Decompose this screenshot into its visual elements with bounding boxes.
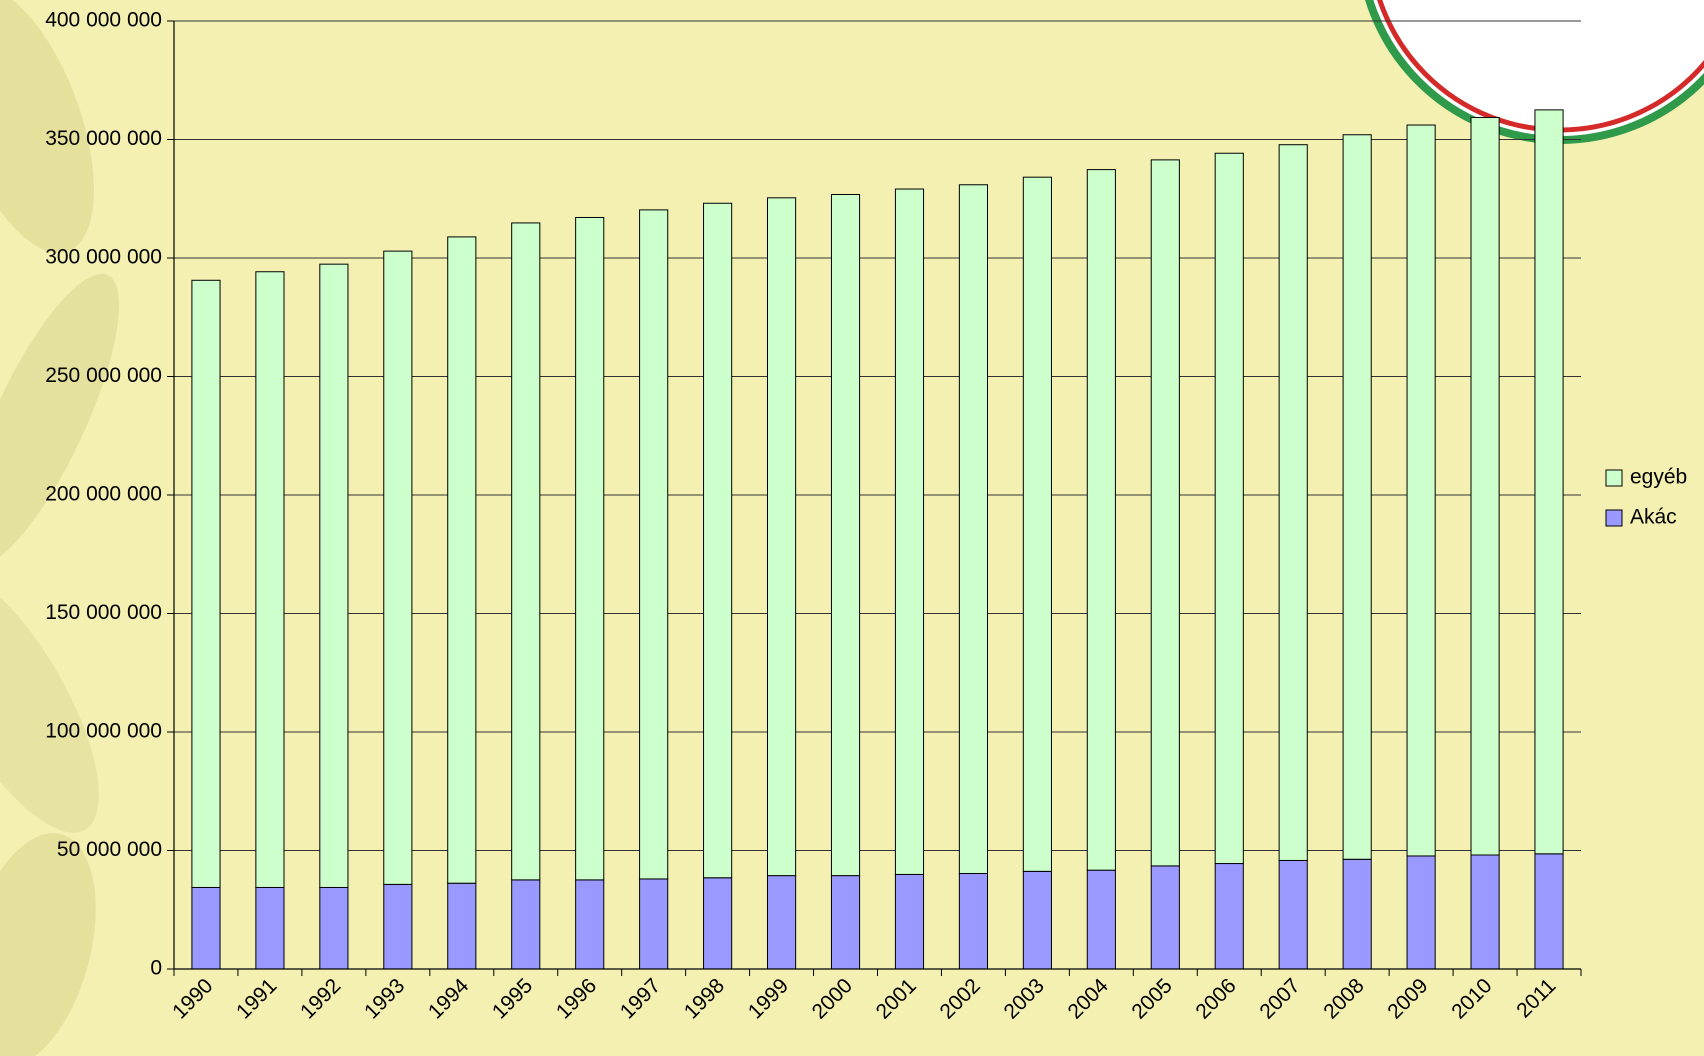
bar: [1406, 124, 1436, 857]
bar: [319, 263, 349, 888]
x-tick-label: 1997: [616, 974, 665, 1023]
x-tick-label: 1996: [552, 974, 601, 1023]
bar: [1086, 869, 1116, 970]
bar: [511, 222, 541, 881]
x-tick-label: 2001: [872, 974, 921, 1023]
x-tick-label: 2009: [1383, 974, 1432, 1023]
y-tick-label: 50 000 000: [57, 838, 162, 861]
x-tick-label: 2004: [1064, 974, 1114, 1024]
bar: [383, 883, 413, 970]
y-tick-label: 250 000 000: [45, 364, 162, 387]
x-tick-label: 1999: [744, 974, 793, 1023]
x-tick-label: 2003: [1000, 974, 1049, 1023]
bar: [958, 184, 989, 874]
bar: [1534, 853, 1564, 970]
bar: [703, 202, 733, 879]
bar: [766, 875, 797, 970]
bar: [447, 236, 477, 884]
y-tick-label: 100 000 000: [45, 720, 162, 743]
x-tick-label: 2000: [808, 974, 857, 1023]
bar: [1278, 144, 1308, 861]
x-tick-label: 2007: [1255, 974, 1304, 1023]
y-tick-label: 0: [150, 957, 162, 980]
bar: [1342, 134, 1372, 860]
x-tick-label: 1992: [296, 974, 345, 1023]
bar: [639, 209, 669, 880]
bar: [191, 886, 221, 970]
y-tick-label: 150 000 000: [45, 601, 162, 624]
bar: [447, 882, 477, 970]
legend-label: egyéb: [1630, 466, 1687, 489]
bar: [1342, 858, 1372, 970]
bar: [575, 879, 605, 970]
bar: [319, 886, 349, 970]
bar: [575, 216, 605, 881]
bar: [1022, 870, 1052, 970]
y-tick-label: 400 000 000: [45, 9, 162, 32]
x-tick-label: 2010: [1447, 974, 1496, 1023]
bar: [1022, 176, 1052, 872]
bar: [1150, 865, 1180, 970]
bar: [894, 188, 925, 875]
bar: [383, 250, 413, 885]
bar: [255, 271, 285, 888]
bar: [1150, 159, 1180, 867]
bar: [1534, 109, 1564, 855]
x-tick-label: 1993: [360, 974, 409, 1023]
bar: [255, 886, 285, 970]
bar: [766, 197, 797, 877]
bar: [894, 873, 925, 970]
x-tick-label: 1991: [232, 974, 281, 1023]
bar: [1214, 152, 1244, 865]
bar: [1214, 863, 1244, 970]
bar: [958, 872, 989, 970]
x-tick-label: 1994: [424, 974, 474, 1024]
background-decoration: [0, 0, 119, 1056]
legend-label: Akác: [1630, 506, 1677, 529]
legend-swatch: [1605, 509, 1623, 527]
legend-swatch: [1605, 469, 1623, 487]
bar: [1278, 859, 1308, 970]
bar: [703, 877, 733, 970]
x-tick-label: 1995: [488, 974, 537, 1023]
bar: [1470, 116, 1500, 856]
bar: [639, 878, 669, 970]
bar: [1406, 855, 1436, 970]
bar: [830, 875, 861, 970]
y-tick-label: 350 000 000: [45, 127, 162, 150]
x-tick-label: 2006: [1191, 974, 1240, 1023]
x-tick-label: 1998: [680, 974, 729, 1023]
bar: [191, 279, 221, 888]
x-tick-label: 2002: [936, 974, 985, 1023]
bar: [1470, 854, 1500, 970]
x-tick-label: 2008: [1319, 974, 1368, 1023]
x-tick-label: 2011: [1512, 974, 1560, 1022]
bar: [511, 879, 541, 970]
x-tick-label: 2005: [1127, 974, 1176, 1023]
x-tick-label: 1990: [168, 974, 217, 1023]
y-tick-label: 200 000 000: [45, 483, 162, 506]
bar: [830, 193, 861, 877]
bar: [1086, 169, 1116, 871]
y-tick-label: 300 000 000: [45, 246, 162, 269]
